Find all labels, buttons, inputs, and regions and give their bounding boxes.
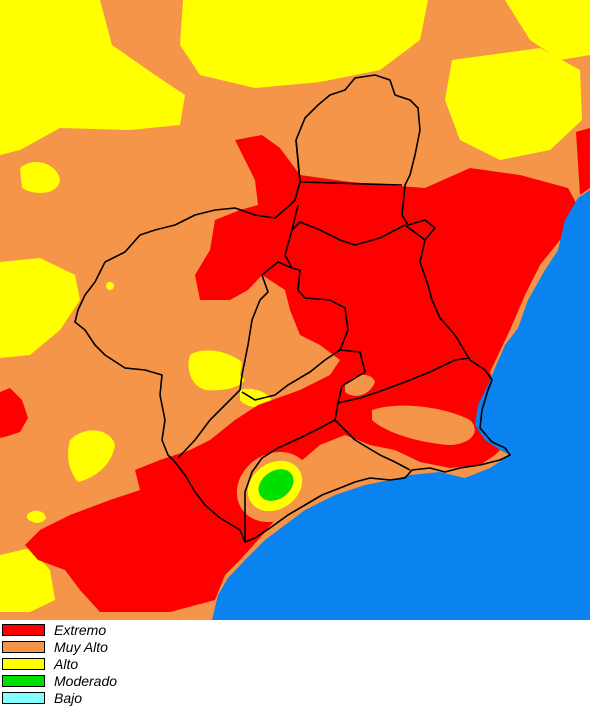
moderado-zone xyxy=(258,469,294,501)
legend-label-muy-alto: Muy Alto xyxy=(54,639,108,655)
legend-label-bajo: Bajo xyxy=(54,690,83,706)
legend-swatch-extremo xyxy=(2,624,45,636)
extremo-zones xyxy=(0,128,590,612)
alto-zones xyxy=(0,0,590,612)
legend-label-moderado: Moderado xyxy=(54,673,118,689)
moderado-ring xyxy=(236,451,312,523)
legend-label-extremo: Extremo xyxy=(54,622,107,638)
district-borders xyxy=(74,74,511,543)
legend-label-alto: Alto xyxy=(54,656,79,672)
sea xyxy=(212,190,590,620)
legend-swatch-moderado xyxy=(2,675,45,687)
legend-swatch-alto xyxy=(2,658,45,670)
legend-swatch-bajo xyxy=(2,692,45,704)
risk-map xyxy=(0,0,590,620)
legend-swatch-muy-alto xyxy=(2,641,45,653)
legend: Extremo Muy Alto Alto Moderado Bajo xyxy=(0,620,590,712)
